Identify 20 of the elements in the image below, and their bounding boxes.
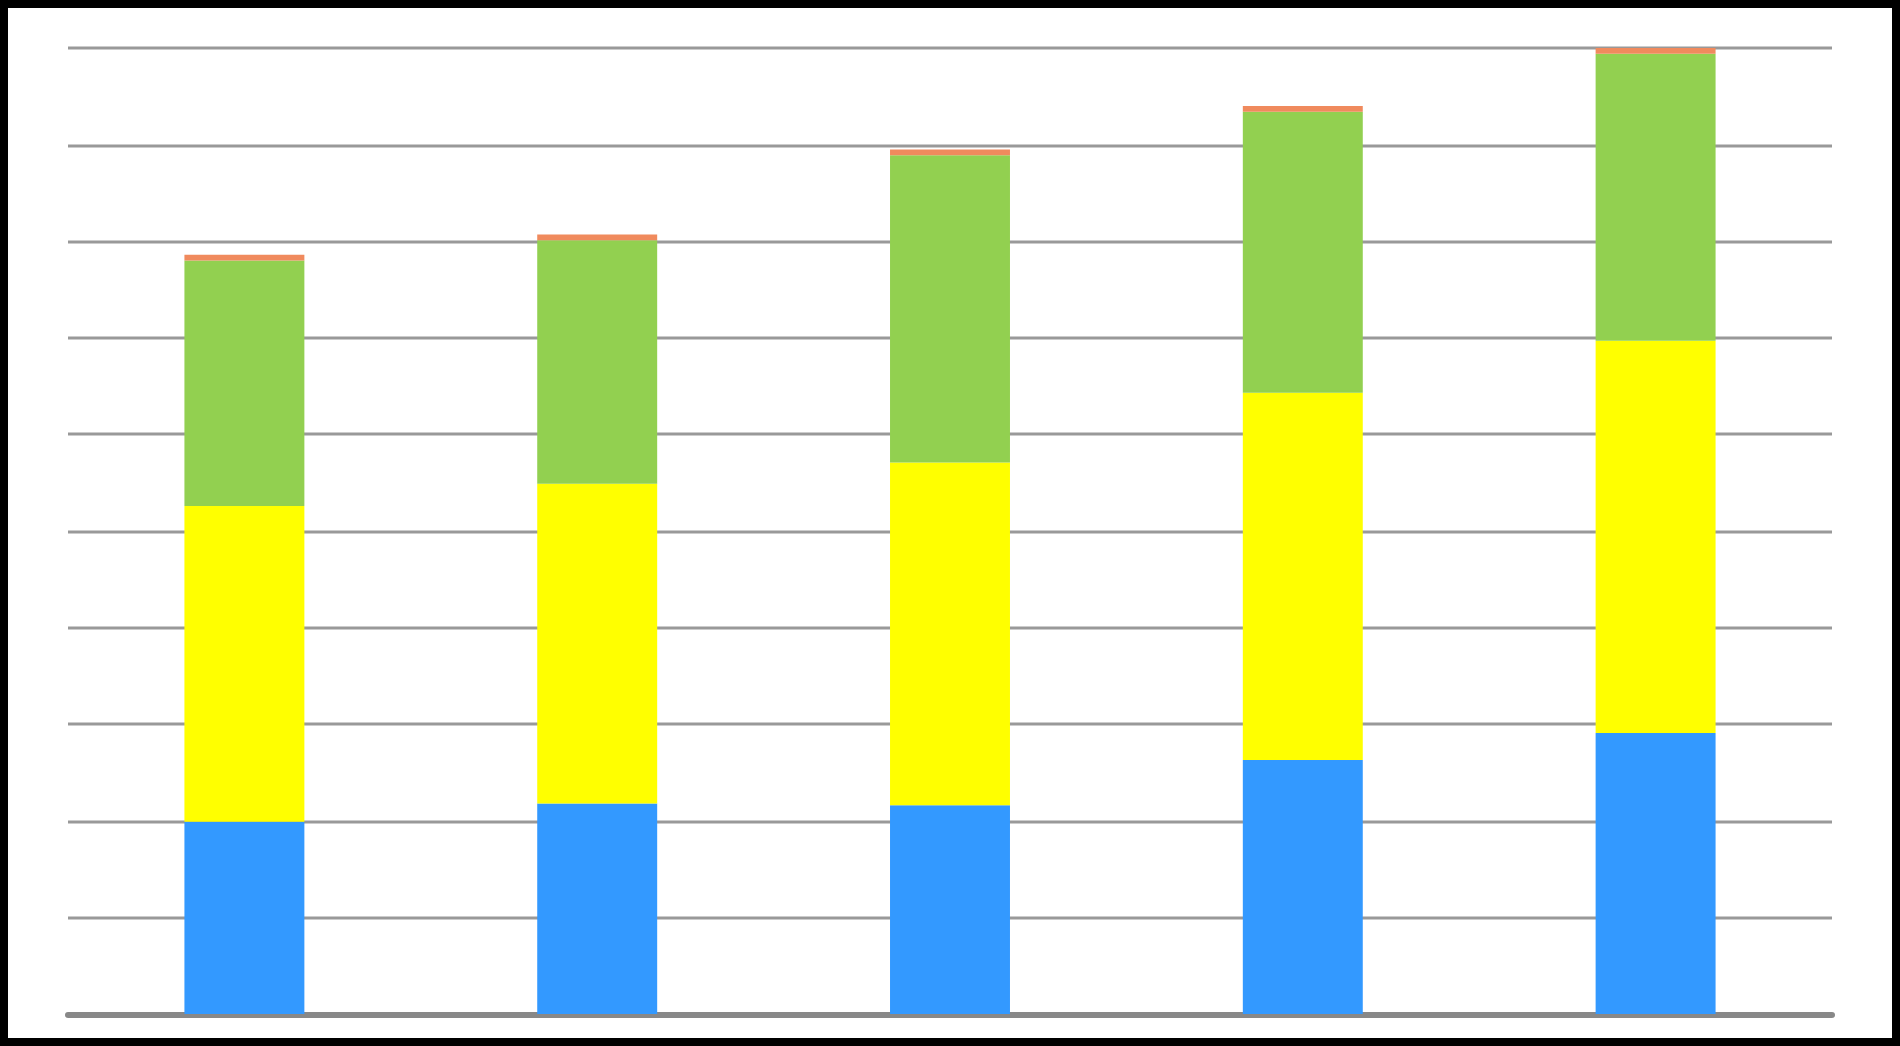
bar: [184, 254, 305, 261]
bar: [1242, 105, 1363, 112]
bar: [184, 505, 305, 822]
bar: [184, 260, 305, 506]
bar: [890, 149, 1010, 156]
bar: [537, 234, 658, 241]
bar: [890, 155, 1010, 463]
bar: [537, 240, 658, 484]
bar: [1242, 759, 1363, 1014]
bar: [890, 805, 1010, 1014]
bar: [537, 803, 658, 1014]
bar: [184, 821, 305, 1014]
bar: [1242, 111, 1363, 393]
bar: [1595, 53, 1716, 341]
bar: [1595, 340, 1716, 733]
bar: [890, 462, 1010, 806]
bar: [1242, 392, 1363, 760]
bar: [1595, 732, 1716, 1014]
bar: [537, 483, 658, 804]
bar: [1595, 48, 1716, 54]
